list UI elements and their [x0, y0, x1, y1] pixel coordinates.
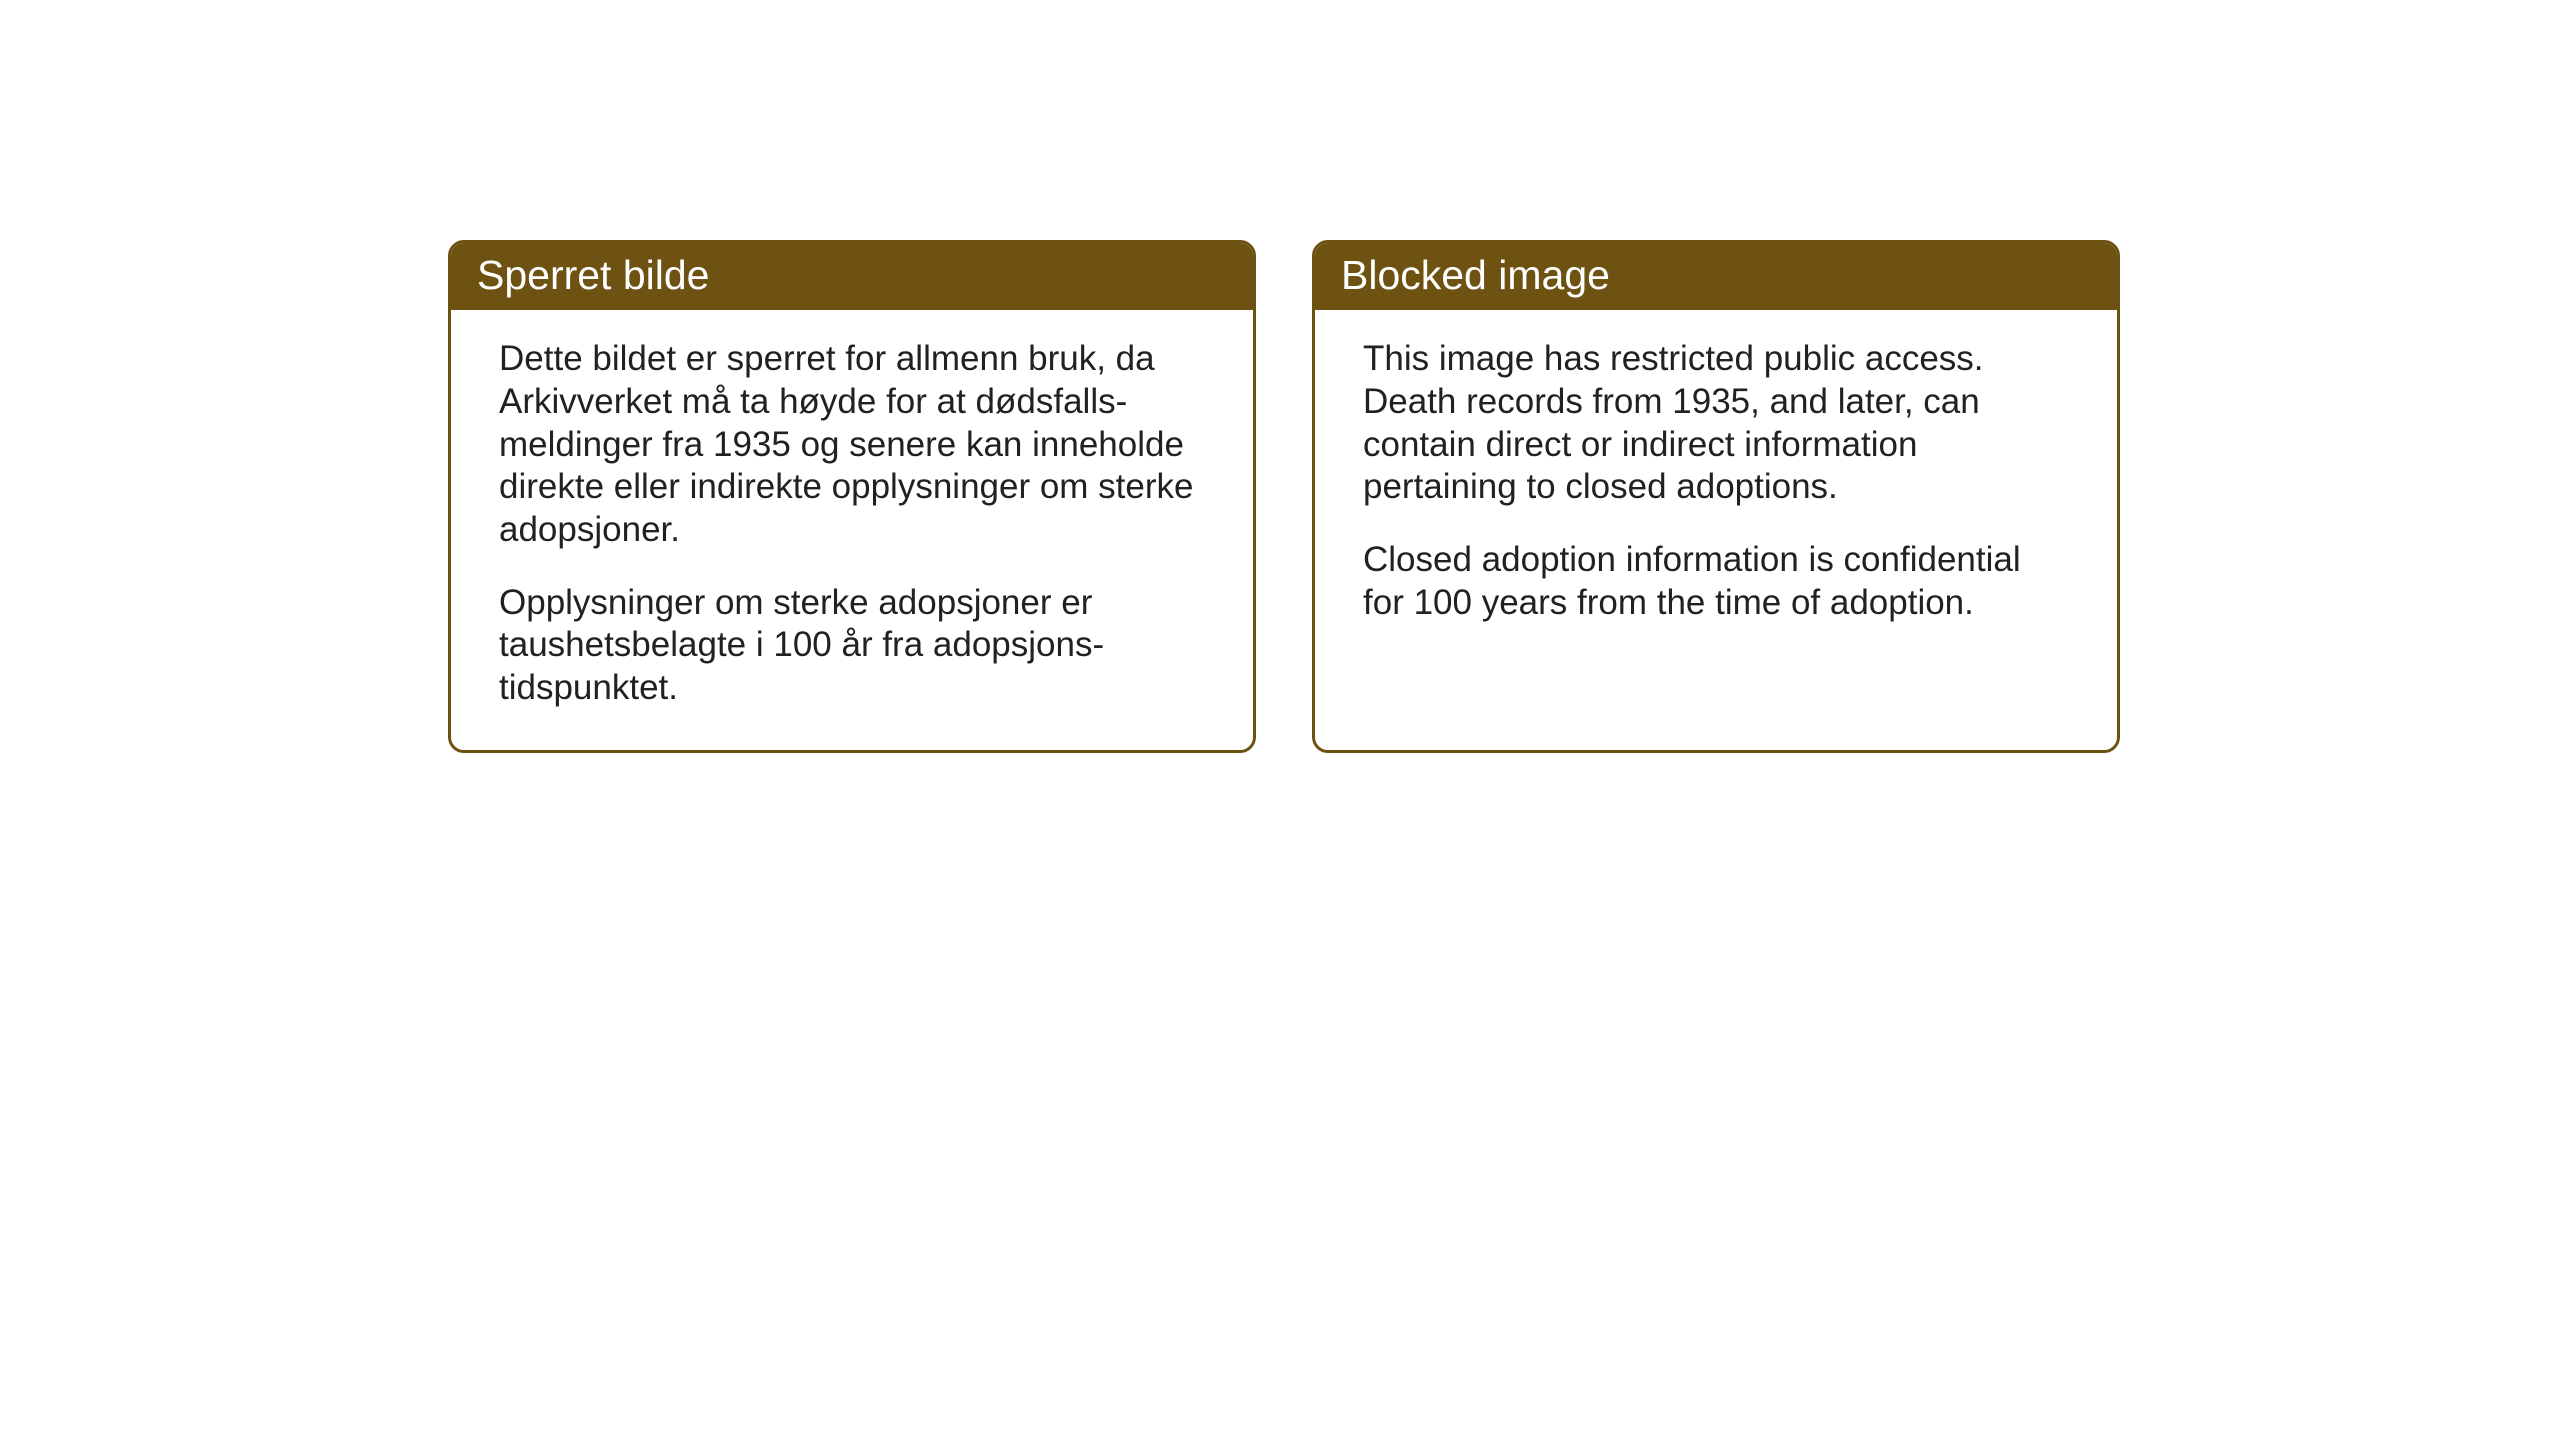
card-body-english: This image has restricted public access.… [1315, 310, 2117, 664]
card-title-english: Blocked image [1341, 252, 1610, 298]
card-norwegian: Sperret bilde Dette bildet er sperret fo… [448, 240, 1256, 753]
card-header-english: Blocked image [1315, 243, 2117, 310]
paragraph-2-norwegian: Opplysninger om sterke adopsjoner er tau… [499, 582, 1205, 710]
paragraph-2-english: Closed adoption information is confident… [1363, 539, 2069, 624]
card-body-norwegian: Dette bildet er sperret for allmenn bruk… [451, 310, 1253, 750]
card-english: Blocked image This image has restricted … [1312, 240, 2120, 753]
card-header-norwegian: Sperret bilde [451, 243, 1253, 310]
paragraph-1-norwegian: Dette bildet er sperret for allmenn bruk… [499, 338, 1205, 551]
card-title-norwegian: Sperret bilde [477, 252, 709, 298]
cards-container: Sperret bilde Dette bildet er sperret fo… [448, 240, 2120, 753]
paragraph-1-english: This image has restricted public access.… [1363, 338, 2069, 509]
